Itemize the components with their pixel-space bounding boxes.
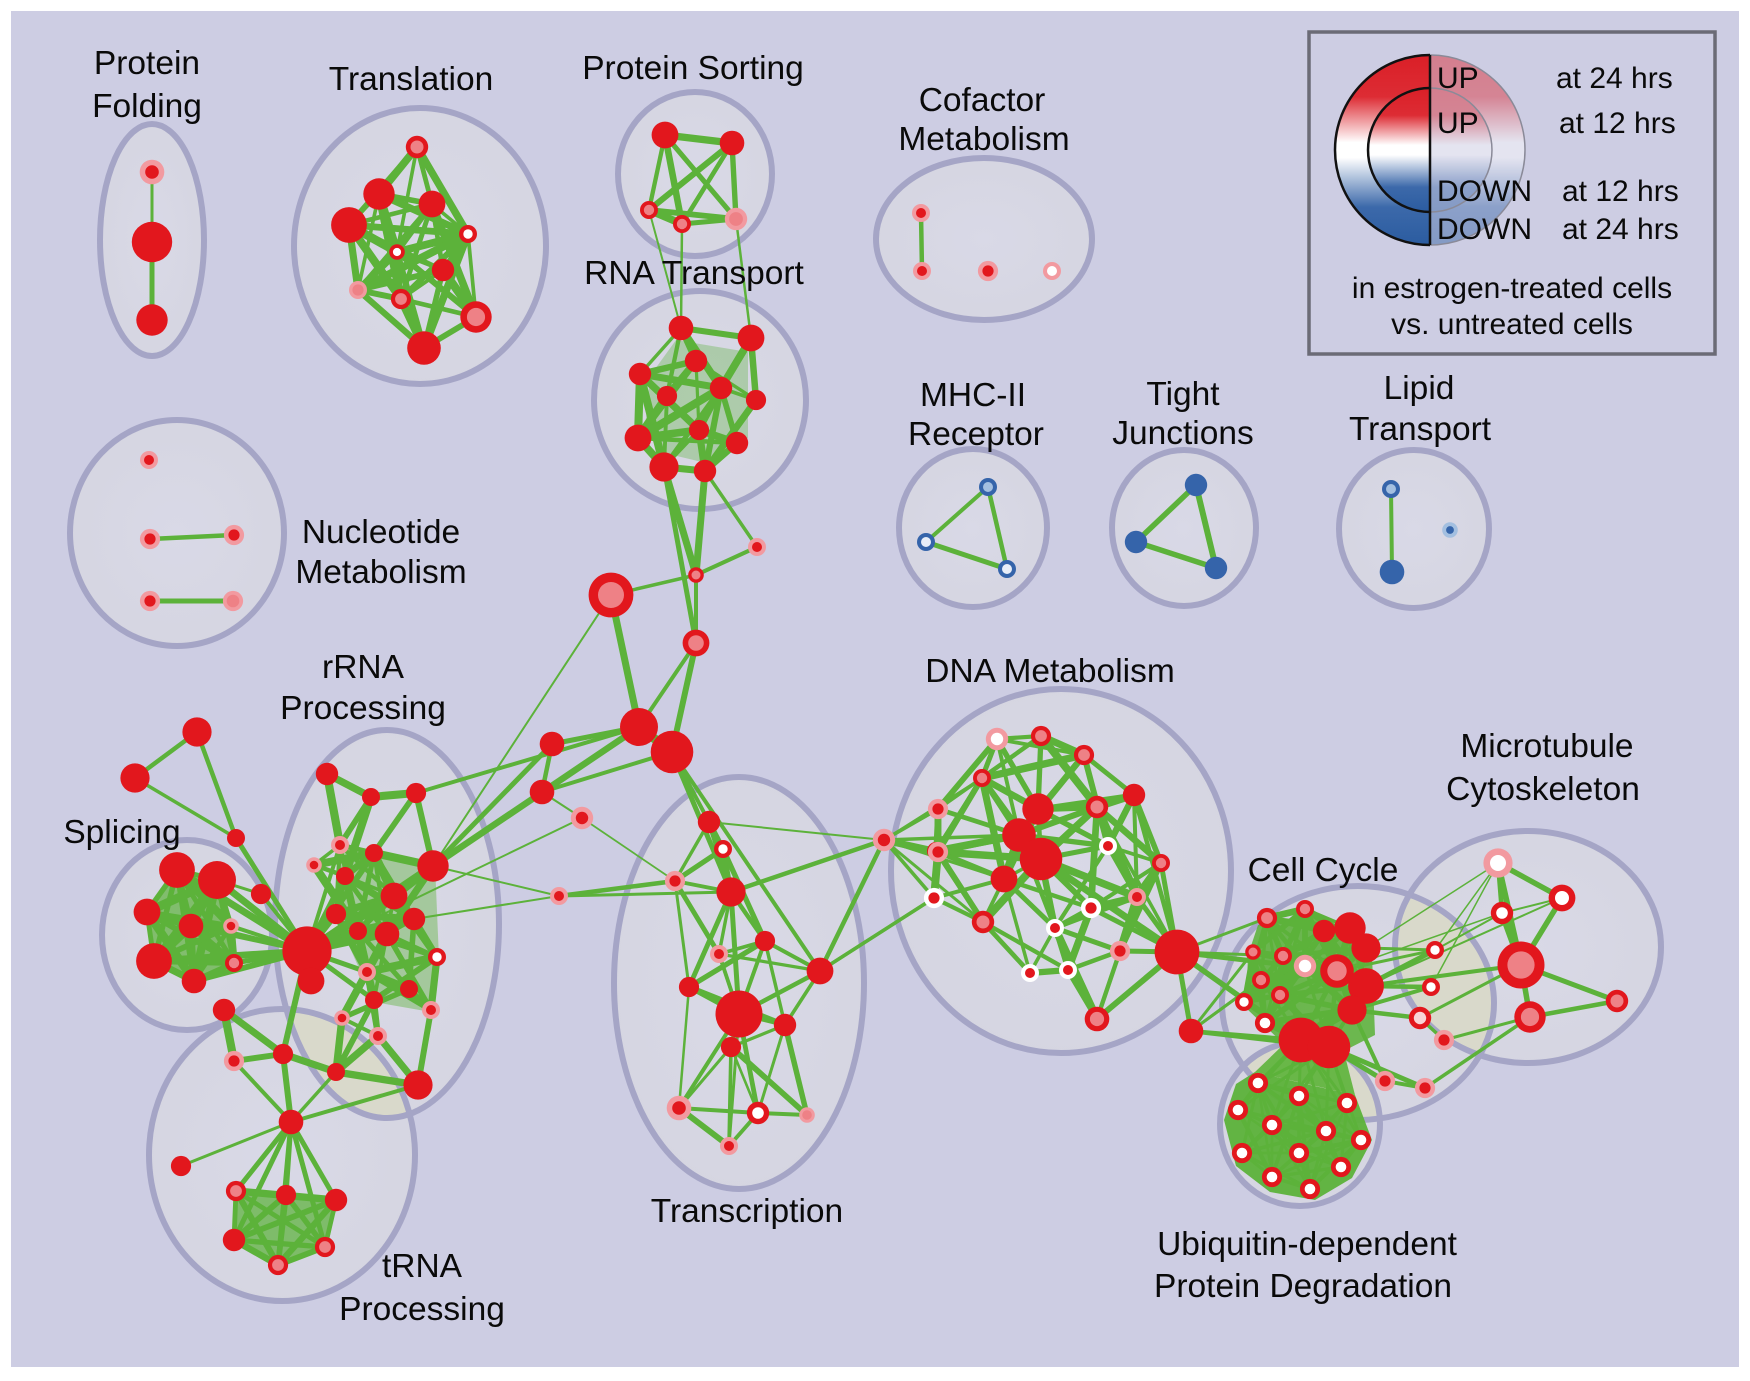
svg-text:Protein: Protein [94,45,200,82]
svg-text:UP: UP [1437,107,1479,140]
svg-text:at 24 hrs: at 24 hrs [1556,62,1673,95]
svg-text:Cofactor: Cofactor [919,82,1046,119]
svg-text:at 24 hrs: at 24 hrs [1562,213,1679,246]
svg-text:MHC-II: MHC-II [920,377,1026,414]
svg-text:vs. untreated cells: vs. untreated cells [1391,308,1633,341]
svg-text:Protein Degradation: Protein Degradation [1154,1268,1452,1305]
svg-text:Processing: Processing [280,690,446,727]
svg-text:Nucleotide: Nucleotide [302,514,460,551]
svg-text:DOWN: DOWN [1437,213,1532,246]
svg-text:Receptor: Receptor [908,416,1044,453]
svg-text:DNA Metabolism: DNA Metabolism [925,653,1174,690]
svg-text:in estrogen-treated cells: in estrogen-treated cells [1352,272,1672,305]
svg-text:Cell Cycle: Cell Cycle [1248,852,1399,889]
svg-text:Metabolism: Metabolism [295,554,466,591]
svg-text:rRNA: rRNA [322,649,405,686]
svg-text:Tight: Tight [1146,376,1220,413]
svg-text:Processing: Processing [339,1291,505,1328]
svg-text:Cytoskeleton: Cytoskeleton [1446,771,1640,808]
svg-text:Splicing: Splicing [63,814,180,851]
svg-text:Lipid: Lipid [1384,370,1455,407]
svg-text:Transcription: Transcription [651,1193,843,1230]
svg-text:tRNA: tRNA [382,1248,463,1285]
svg-text:Metabolism: Metabolism [898,121,1069,158]
svg-text:Ubiquitin-dependent: Ubiquitin-dependent [1157,1226,1458,1263]
svg-text:UP: UP [1437,62,1479,95]
svg-text:Microtubule: Microtubule [1460,728,1633,765]
svg-text:at 12 hrs: at 12 hrs [1559,107,1676,140]
svg-text:Translation: Translation [329,61,493,98]
svg-text:Protein Sorting: Protein Sorting [582,50,804,87]
svg-text:at 12 hrs: at 12 hrs [1562,175,1679,208]
svg-text:Junctions: Junctions [1112,415,1254,452]
svg-text:RNA Transport: RNA Transport [584,255,804,292]
svg-text:DOWN: DOWN [1437,175,1532,208]
svg-text:Folding: Folding [92,88,202,125]
svg-text:Transport: Transport [1349,411,1492,448]
